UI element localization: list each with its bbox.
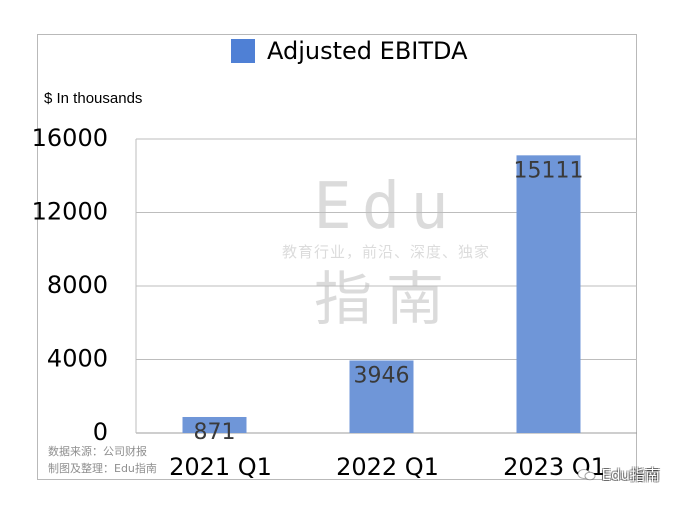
source-note: 数据来源：公司财报 制图及整理：Edu指南 [48, 443, 157, 477]
y-tick-label: 4000 [47, 345, 108, 373]
account-badge: Edu指南 [577, 464, 660, 485]
bar [516, 155, 581, 433]
x-tick-label: 2022 Q1 [336, 453, 439, 481]
y-axis-units-label: $ In thousands [44, 90, 143, 107]
x-tick-label: 2021 Q1 [169, 453, 272, 481]
bar [349, 360, 414, 433]
y-tick-label: 12000 [32, 198, 108, 226]
data-label: 15111 [514, 158, 584, 183]
bar [182, 416, 247, 433]
chart-legend: Adjusted EBITDA [231, 35, 468, 67]
y-tick-label: 8000 [47, 271, 108, 299]
account-name: Edu指南 [601, 466, 660, 484]
source-line-1: 数据来源：公司财报 [48, 445, 147, 458]
y-tick-label: 16000 [32, 124, 108, 152]
data-label: 3946 [354, 363, 410, 388]
data-label: 871 [194, 420, 236, 445]
legend-label: Adjusted EBITDA [267, 37, 468, 65]
source-line-2: 制图及整理：Edu指南 [48, 462, 157, 475]
y-tick-label: 0 [93, 418, 108, 446]
legend-swatch [231, 39, 255, 63]
wechat-icon [577, 468, 596, 480]
